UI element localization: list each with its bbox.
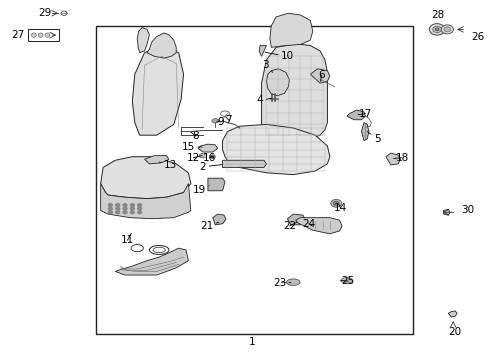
Polygon shape — [266, 69, 289, 96]
Ellipse shape — [38, 33, 43, 37]
Circle shape — [116, 204, 120, 207]
Circle shape — [123, 211, 127, 214]
Polygon shape — [261, 44, 327, 140]
Circle shape — [138, 207, 142, 210]
Bar — [96, 26, 412, 334]
Text: 21: 21 — [200, 221, 218, 231]
Circle shape — [108, 204, 112, 207]
Text: 8: 8 — [190, 131, 199, 141]
Circle shape — [130, 207, 134, 210]
Text: 12: 12 — [186, 153, 202, 163]
Polygon shape — [287, 214, 305, 225]
Polygon shape — [101, 157, 190, 199]
Text: 9: 9 — [216, 117, 224, 127]
Polygon shape — [222, 125, 329, 175]
Text: 3: 3 — [262, 59, 272, 72]
Circle shape — [116, 211, 120, 214]
Polygon shape — [295, 218, 341, 234]
Ellipse shape — [443, 27, 450, 32]
Text: 28: 28 — [430, 10, 444, 20]
Ellipse shape — [211, 119, 218, 123]
Ellipse shape — [31, 33, 36, 37]
Polygon shape — [222, 160, 266, 167]
Text: 4: 4 — [256, 95, 271, 105]
Text: 10: 10 — [264, 51, 293, 61]
Text: 30: 30 — [461, 206, 474, 216]
Text: 13: 13 — [159, 160, 177, 170]
Polygon shape — [361, 123, 368, 140]
Text: 6: 6 — [318, 70, 324, 81]
Polygon shape — [137, 28, 149, 53]
Polygon shape — [207, 178, 224, 191]
Polygon shape — [269, 13, 312, 47]
Text: 16: 16 — [203, 153, 216, 163]
Text: 23: 23 — [272, 278, 290, 288]
Text: 11: 11 — [121, 233, 134, 245]
Text: 14: 14 — [333, 203, 346, 213]
Text: 27: 27 — [11, 30, 24, 40]
Ellipse shape — [332, 201, 338, 206]
Circle shape — [123, 207, 127, 210]
Circle shape — [138, 204, 142, 207]
Polygon shape — [259, 45, 266, 56]
Polygon shape — [447, 311, 456, 317]
Ellipse shape — [210, 155, 215, 158]
Circle shape — [116, 207, 120, 210]
Polygon shape — [147, 33, 176, 58]
Circle shape — [130, 204, 134, 207]
Text: 5: 5 — [366, 132, 380, 144]
Text: 25: 25 — [340, 276, 354, 286]
Circle shape — [138, 211, 142, 214]
Ellipse shape — [286, 279, 300, 285]
Polygon shape — [212, 214, 225, 225]
Text: 29: 29 — [38, 8, 51, 18]
Ellipse shape — [428, 24, 444, 35]
Text: 20: 20 — [447, 327, 461, 337]
Circle shape — [123, 204, 127, 207]
Text: 26: 26 — [470, 32, 484, 41]
Text: 15: 15 — [182, 142, 202, 152]
Polygon shape — [310, 69, 329, 83]
Text: 7: 7 — [225, 115, 232, 125]
Polygon shape — [346, 110, 365, 120]
Text: 18: 18 — [393, 153, 408, 163]
Ellipse shape — [432, 26, 441, 33]
Text: 1: 1 — [248, 337, 255, 347]
Polygon shape — [132, 45, 183, 135]
Bar — [27, 30, 59, 41]
Ellipse shape — [440, 25, 452, 34]
Ellipse shape — [199, 153, 206, 158]
Circle shape — [108, 207, 112, 210]
Polygon shape — [443, 210, 449, 215]
Ellipse shape — [434, 28, 438, 31]
Ellipse shape — [330, 199, 341, 207]
Ellipse shape — [45, 33, 50, 37]
Text: 24: 24 — [302, 219, 315, 229]
Polygon shape — [101, 184, 190, 219]
Polygon shape — [115, 248, 188, 275]
Text: 2: 2 — [199, 162, 222, 172]
Text: 17: 17 — [357, 109, 371, 119]
Text: 19: 19 — [193, 185, 209, 195]
Polygon shape — [385, 153, 400, 165]
Text: 22: 22 — [283, 221, 296, 231]
Polygon shape — [198, 144, 217, 152]
Circle shape — [108, 211, 112, 214]
Polygon shape — [144, 156, 168, 164]
Ellipse shape — [340, 278, 352, 283]
Circle shape — [130, 211, 134, 214]
